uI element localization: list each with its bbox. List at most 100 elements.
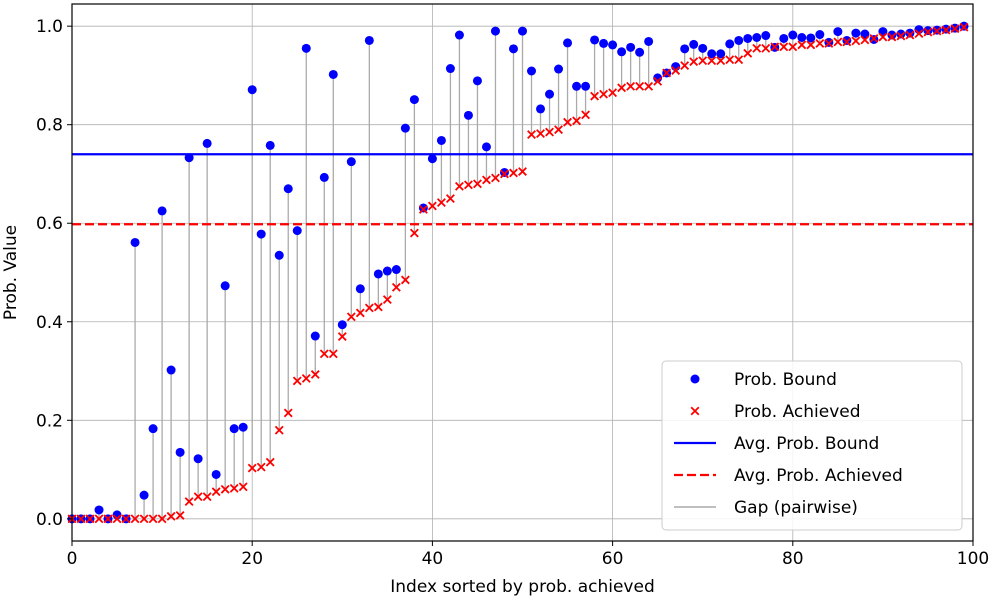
legend-box bbox=[661, 360, 963, 531]
prob-achieved-point bbox=[680, 61, 690, 71]
prob-achieved-series bbox=[67, 22, 969, 524]
prob-achieved-point bbox=[202, 492, 212, 502]
prob-achieved-point bbox=[563, 117, 572, 127]
prob-achieved-point bbox=[382, 295, 392, 305]
prob-bound-point bbox=[310, 331, 320, 341]
prob-achieved-point bbox=[355, 308, 365, 318]
prob-bound-point bbox=[94, 505, 104, 515]
prob-achieved-point bbox=[166, 511, 176, 521]
prob-achieved-point bbox=[175, 510, 185, 520]
prob-achieved-point bbox=[950, 24, 960, 34]
prob-bound-point bbox=[148, 424, 158, 434]
prob-achieved-point bbox=[671, 66, 681, 75]
prob-achieved-point bbox=[427, 201, 437, 211]
prob-bound-point bbox=[508, 44, 518, 54]
prob-achieved-point bbox=[247, 463, 257, 473]
prob-bound-point bbox=[734, 35, 744, 45]
y-tick-label: 1.0 bbox=[36, 17, 63, 37]
prob-achieved-point bbox=[103, 514, 113, 524]
prob-bound-point bbox=[689, 39, 699, 49]
x-tick-label: 60 bbox=[602, 549, 624, 569]
prob-achieved-point bbox=[310, 370, 320, 379]
prob-achieved-point bbox=[761, 43, 771, 53]
prob-bound-point bbox=[599, 38, 609, 48]
y-tick-label: 0.6 bbox=[36, 214, 63, 234]
prob-achieved-point bbox=[770, 42, 780, 52]
prob-achieved-point bbox=[292, 376, 302, 386]
prob-achieved-point bbox=[436, 198, 446, 207]
prob-bound-point bbox=[896, 29, 906, 39]
prob-achieved-point bbox=[130, 514, 140, 524]
legend-dot-marker bbox=[690, 374, 700, 384]
prob-achieved-point bbox=[454, 181, 464, 191]
prob-achieved-point bbox=[301, 373, 311, 383]
prob-achieved-point bbox=[815, 38, 825, 48]
prob-bound-point bbox=[292, 226, 302, 236]
prob-bound-point bbox=[626, 42, 636, 52]
prob-achieved-point bbox=[76, 514, 86, 524]
prob-bound-point bbox=[887, 30, 897, 40]
legend-label: Avg. Prob. Achieved bbox=[734, 466, 903, 486]
legend-x-marker bbox=[690, 406, 700, 416]
prob-bound-point bbox=[563, 38, 573, 48]
x-axis-label: Index sorted by prob. achieved bbox=[390, 577, 654, 597]
prob-bound-point bbox=[418, 203, 428, 213]
prob-achieved-point bbox=[391, 282, 401, 292]
prob-achieved-point bbox=[617, 83, 627, 93]
x-tick-label: 80 bbox=[782, 549, 804, 569]
prob-bound-point bbox=[779, 33, 789, 43]
prob-achieved-point bbox=[779, 42, 789, 52]
prob-bound-point bbox=[400, 123, 410, 133]
prob-achieved-point bbox=[274, 425, 284, 435]
prob-achieved-point bbox=[590, 91, 600, 101]
x-tick-labels: 0 20 40 60 80 100 bbox=[67, 549, 990, 569]
prob-bound-point bbox=[536, 104, 546, 114]
prob-bound-point bbox=[518, 26, 527, 36]
prob-bound-point bbox=[716, 49, 726, 59]
prob-achieved-point bbox=[193, 492, 203, 502]
prob-achieved-point bbox=[418, 205, 428, 214]
prob-bound-point bbox=[337, 320, 347, 330]
prob-achieved-point bbox=[842, 37, 852, 47]
prob-achieved-point bbox=[608, 88, 618, 98]
prob-bound-point bbox=[184, 153, 194, 163]
prob-achieved-point bbox=[698, 56, 708, 66]
prob-achieved-point bbox=[941, 25, 951, 35]
x-tick-label: 100 bbox=[957, 549, 989, 569]
gap-lines bbox=[98, 26, 965, 519]
prob-bound-point bbox=[238, 422, 248, 432]
prob-bound-point bbox=[247, 85, 257, 95]
prob-bound-point bbox=[211, 469, 221, 479]
legend: Prob. Bound Prob. Achieved Avg. Prob. Boun… bbox=[661, 360, 963, 531]
prob-achieved-point bbox=[319, 349, 329, 359]
prob-bound-point bbox=[175, 447, 185, 457]
prob-bound-point bbox=[554, 64, 564, 74]
prob-achieved-point bbox=[725, 55, 735, 65]
prob-bound-point bbox=[590, 35, 600, 45]
prob-bound-point bbox=[346, 157, 356, 167]
x-tick-label: 0 bbox=[67, 549, 78, 569]
prob-bound-point bbox=[193, 454, 203, 464]
prob-achieved-point bbox=[905, 30, 915, 40]
prob-bound-point bbox=[788, 30, 798, 40]
prob-achieved-point bbox=[464, 180, 473, 190]
y-tick-labels: 0.0 0.2 0.4 0.6 0.8 1.0 bbox=[36, 17, 63, 530]
prob-achieved-point bbox=[887, 32, 897, 42]
prob-bound-point bbox=[698, 43, 708, 53]
prob-bound-point bbox=[391, 265, 401, 275]
plot-frame bbox=[71, 3, 974, 542]
prob-achieved-point bbox=[94, 514, 104, 524]
prob-achieved-point bbox=[896, 31, 906, 41]
prob-achieved-point bbox=[400, 275, 410, 285]
prob-bound-point bbox=[454, 30, 464, 40]
prob-achieved-point bbox=[707, 56, 717, 66]
prob-bound-point bbox=[581, 81, 591, 91]
prob-bound-point bbox=[319, 172, 329, 182]
prob-bound-point bbox=[373, 269, 383, 279]
prob-achieved-point bbox=[662, 68, 672, 78]
prob-bound-point bbox=[409, 95, 419, 105]
prob-achieved-point bbox=[806, 40, 816, 50]
prob-bound-point bbox=[274, 250, 284, 260]
prob-bound-point bbox=[833, 27, 843, 37]
prob-bound-point bbox=[472, 76, 482, 86]
